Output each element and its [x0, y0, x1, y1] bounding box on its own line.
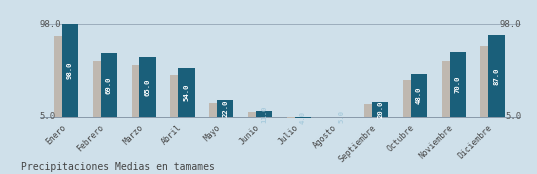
Bar	[101, 53, 117, 117]
Bar	[372, 102, 388, 117]
Bar	[93, 61, 114, 117]
Text: 11.0: 11.0	[261, 105, 267, 123]
Text: 65.0: 65.0	[144, 78, 151, 96]
Bar	[132, 65, 153, 117]
Bar	[449, 52, 466, 117]
Text: 5.0: 5.0	[505, 112, 521, 121]
Text: 70.0: 70.0	[455, 76, 461, 93]
Text: 48.0: 48.0	[416, 87, 422, 104]
Text: 20.0: 20.0	[377, 101, 383, 118]
Bar	[411, 74, 427, 117]
Bar	[403, 80, 424, 117]
Bar	[364, 104, 386, 117]
Bar	[209, 102, 230, 117]
Text: 22.0: 22.0	[222, 100, 228, 117]
Text: 5.0: 5.0	[338, 110, 344, 123]
Bar	[481, 46, 502, 117]
Bar	[140, 57, 156, 117]
Text: 4.0: 4.0	[300, 111, 306, 124]
Text: 54.0: 54.0	[184, 84, 190, 101]
Bar	[256, 111, 272, 117]
Bar	[178, 68, 194, 117]
Bar	[54, 36, 75, 117]
Bar	[287, 117, 308, 118]
Bar	[248, 112, 269, 117]
Text: 98.0: 98.0	[67, 62, 73, 79]
Text: 98.0: 98.0	[40, 20, 61, 29]
Bar	[170, 74, 192, 117]
Text: 98.0: 98.0	[500, 20, 521, 29]
Bar	[294, 117, 311, 118]
Text: 87.0: 87.0	[494, 67, 499, 85]
Bar	[62, 24, 78, 117]
Text: 5.0: 5.0	[40, 112, 56, 121]
Bar	[217, 100, 233, 117]
Text: Precipitaciones Medias en tamames: Precipitaciones Medias en tamames	[21, 162, 215, 172]
Text: 69.0: 69.0	[106, 76, 112, 94]
Bar	[488, 35, 505, 117]
Bar	[441, 61, 463, 117]
